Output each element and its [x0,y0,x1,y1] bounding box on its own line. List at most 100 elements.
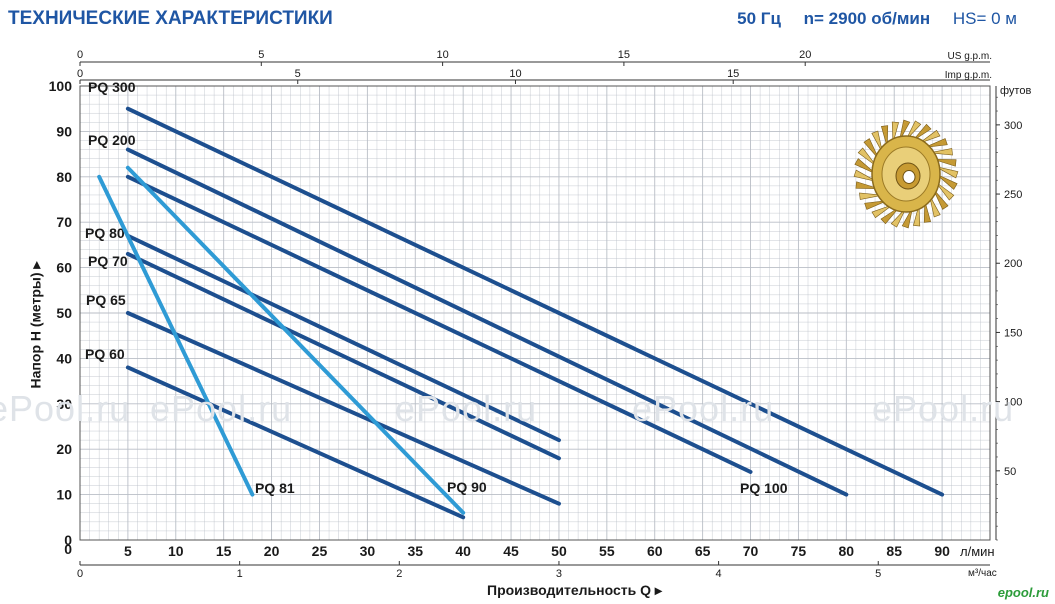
impeller-blade [880,125,889,148]
series-label: PQ 100 [740,480,788,496]
series-label: PQ 80 [85,225,125,241]
x-tick-label: 25 [312,543,328,559]
feet-tick-label: 50 [1004,466,1016,478]
feet-tick-label: 150 [1004,327,1022,339]
y-axis-title: Напор H (метры) ▸ [27,261,44,389]
watermark: ePool.ru [150,388,293,429]
impeller-blade [912,123,932,142]
feet-tick-label: 100 [1004,397,1022,409]
impeller-blade [918,129,941,144]
x-tick-label: 0 [64,541,72,557]
x-tick-label: 20 [264,543,280,559]
feet-tick-label: 300 [1004,120,1022,132]
y-tick-label: 60 [56,260,72,276]
impeller-blade [890,207,907,228]
x-tick-label: 10 [168,543,184,559]
series-line-pq-80 [125,233,561,443]
y-tick-label: 90 [56,123,72,139]
series-line-pq-70 [125,251,561,461]
watermark: ePool.ru [0,388,131,429]
x-tick-label: 55 [599,543,615,559]
page-title: ТЕХНИЧЕСКИЕ ХАРАКТЕРИСТИКИ [8,8,333,29]
series-line-pq-90 [125,165,466,515]
y-tick-label: 40 [56,350,72,366]
series-line-pq-81 [97,174,255,497]
us-gpm-tick-label: 5 [258,49,264,61]
series-label: PQ 70 [88,253,128,269]
series-line-pq-60 [125,365,466,520]
series-line-pq-300 [125,106,945,497]
x-tick-label: 65 [695,543,711,559]
x-tick-label: 85 [886,543,902,559]
imp-gpm-tick-label: 10 [509,68,521,80]
watermark: ePool.ru [632,388,775,429]
m3h-tick-label: 1 [237,568,243,580]
x-tick-label: 70 [743,543,759,559]
x-tick-label: 15 [216,543,232,559]
impeller-blade [871,204,894,219]
x-tick-label: 35 [407,543,423,559]
x-tick-label: 80 [839,543,855,559]
impeller-blade [924,138,948,148]
x-tick-label: 90 [934,543,950,559]
y-tick-label: 70 [56,214,72,230]
watermark: ePool.ru [872,388,1015,429]
x-tick-label: 50 [551,543,567,559]
us-gpm-unit-label: US g.p.m. [948,51,992,62]
m3h-tick-label: 4 [716,568,722,580]
imp-gpm-tick-label: 0 [77,68,83,80]
impeller-blade [929,195,941,218]
series-line-pq-200 [125,147,849,497]
y-tick-label: 80 [56,169,72,185]
impeller-blade [853,169,877,182]
brand-logo: epool.ru [997,585,1049,600]
x-tick-label: 75 [791,543,807,559]
x-axis-title-text: Производительность Q [487,582,652,598]
us-gpm-tick-label: 20 [799,49,811,61]
y-tick-label: 100 [49,78,73,94]
series-label: PQ 81 [255,480,295,496]
m3h-tick-label: 0 [77,568,83,580]
m3h-tick-label: 3 [556,568,562,580]
series-label: PQ 90 [447,479,487,495]
impeller-blade [935,181,955,201]
impeller-blade [929,148,953,156]
series-line-pq-65 [125,311,561,506]
impeller-blade [854,158,877,175]
feet-tick-label: 250 [1004,189,1022,201]
x-tick-label: 40 [455,543,471,559]
series-label: PQ 300 [88,79,136,95]
y-tick-label: 0 [64,532,72,548]
impeller-blade [864,200,888,210]
suction-label: HS= 0 м [952,9,1017,28]
watermark: ePool.ru [395,388,538,429]
impeller-blade [857,147,877,167]
series-label: PQ 200 [88,132,136,148]
y-tick-label: 50 [56,305,72,321]
impeller-blade [863,138,880,160]
impeller-blade [935,166,959,179]
y-axis-title-text: Напор H (метры) [27,272,44,389]
us-gpm-tick-label: 0 [77,49,83,61]
impeller-blade [905,120,922,141]
frequency-label: 50 Гц [737,9,781,28]
impeller-blade [871,130,883,153]
plot-frame [79,85,991,541]
operating-conditions: 50 Гц n= 2900 об/мин HS= 0 м [719,9,1017,29]
x-tick-label: 30 [360,543,376,559]
impeller-blade [932,188,949,210]
y-tick-label: 20 [56,441,72,457]
m3h-unit-label: м³/час [968,568,997,579]
imp-gpm-tick-label: 5 [295,68,301,80]
feet-unit-label: футов [1000,85,1031,97]
imp-gpm-unit-label: Imp g.p.m. [945,70,992,81]
m3h-tick-label: 5 [875,568,881,580]
imp-gpm-tick-label: 15 [727,68,739,80]
impeller-blade [859,192,883,200]
m3h-tick-label: 2 [396,568,402,580]
speed-label: n= 2900 об/мин [803,9,931,28]
impeller-blade [935,173,958,190]
impeller-blade [923,200,932,223]
y-tick-label: 30 [56,396,72,412]
impeller-image [853,119,959,229]
